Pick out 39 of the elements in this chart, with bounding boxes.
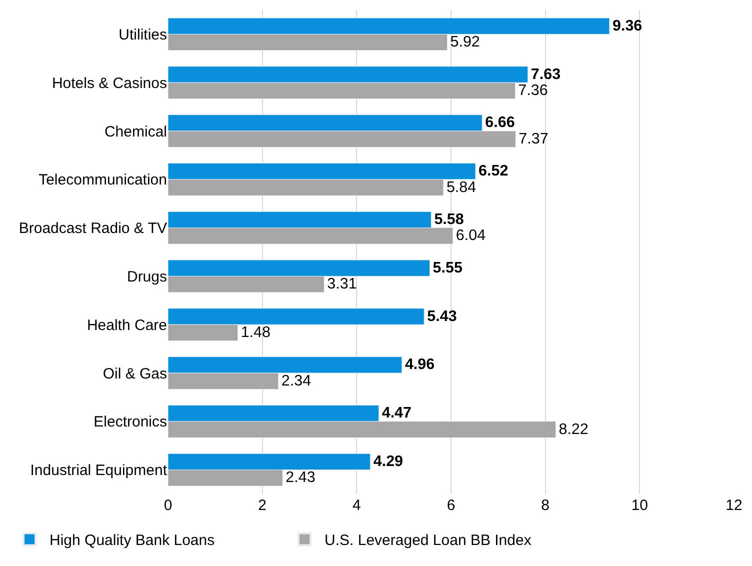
legend-label: U.S. Leveraged Loan BB Index (324, 532, 532, 550)
legend-label: High Quality Bank Loans (50, 532, 215, 550)
data-label: 1.48 (240, 324, 270, 341)
data-label: 8.22 (558, 420, 588, 438)
x-tick-label: 6 (446, 497, 456, 514)
data-label: 5.43 (427, 308, 457, 325)
data-label: 5.55 (432, 259, 463, 276)
data-label: 3.31 (327, 276, 357, 293)
data-label: 5.84 (446, 178, 477, 196)
data-label: 2.43 (286, 469, 316, 486)
y-tick-label: Utilities (118, 26, 167, 44)
x-tick-label: 8 (541, 497, 550, 514)
x-tick-label: 0 (164, 497, 172, 514)
x-tick-label: 12 (726, 497, 742, 514)
data-label: 4.47 (382, 404, 412, 422)
y-tick-label: Hotels & Casinos (52, 74, 167, 92)
y-tick-label: Chemical (104, 123, 167, 140)
y-tick-label: Broadcast Radio & TV (18, 220, 167, 238)
y-tick-label: Telecommunication (38, 172, 167, 189)
data-label: 4.29 (373, 452, 404, 470)
data-label: 4.96 (404, 356, 435, 374)
data-label: 5.58 (434, 210, 464, 228)
x-tick-label: 2 (258, 497, 266, 514)
data-label: 7.36 (518, 82, 548, 99)
x-tick-label: 4 (352, 497, 361, 514)
y-tick-label: Health Care (86, 316, 167, 334)
y-tick-label: Industrial Equipment (30, 462, 168, 480)
data-label: 9.36 (612, 17, 642, 34)
data-label: 7.37 (518, 130, 548, 148)
y-tick-label: Oil & Gas (102, 365, 167, 382)
data-label: 6.66 (485, 114, 515, 132)
data-label: 6.04 (456, 227, 486, 244)
x-tick-label: 10 (631, 497, 648, 514)
data-label: 5.92 (450, 34, 480, 51)
data-label: 6.52 (478, 162, 508, 180)
data-label: 2.34 (281, 372, 312, 390)
data-label: 7.63 (530, 66, 561, 83)
y-tick-label: Drugs (126, 268, 167, 286)
y-tick-label: Electronics (94, 414, 167, 431)
